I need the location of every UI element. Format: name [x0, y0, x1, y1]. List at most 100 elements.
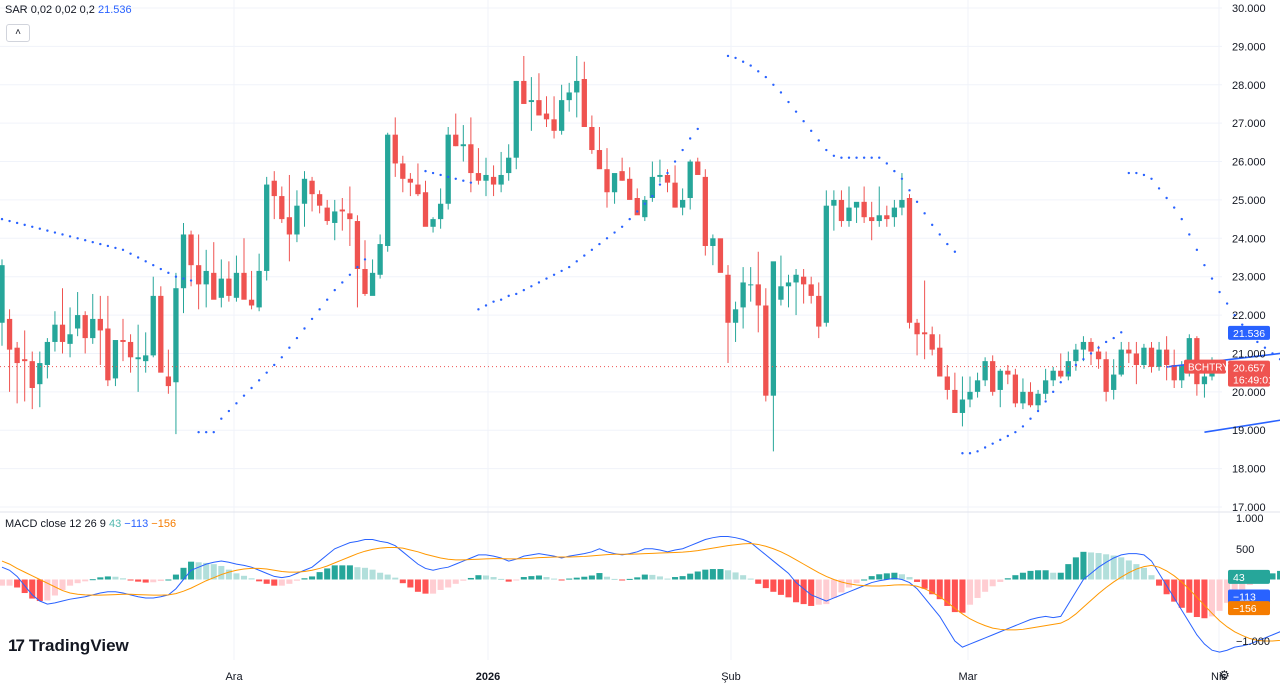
candle-body	[22, 359, 28, 362]
tradingview-logo[interactable]: 17 TradingView	[8, 636, 129, 656]
price-axis[interactable]: 30.000 29.000 28.000 27.000 26.000 25.000 24.0…	[1232, 3, 1266, 514]
candle-body	[90, 318, 96, 339]
candle	[748, 267, 754, 302]
candle	[551, 96, 557, 139]
candle	[233, 255, 240, 302]
sar-dot	[900, 177, 904, 181]
macd-hist-bar	[1118, 557, 1125, 580]
sar-dot	[0, 217, 4, 221]
macd-hist-bar	[316, 572, 323, 580]
candle-body	[952, 389, 958, 413]
candle	[483, 157, 489, 197]
candle-body	[415, 184, 421, 195]
sar-dot	[515, 292, 518, 296]
sar-dot	[325, 298, 329, 301]
candle	[74, 292, 81, 337]
macd-hist-bar	[959, 579, 966, 613]
time-axis[interactable]: Ara 2026 Şub Mar Nis	[225, 671, 1227, 683]
candle	[921, 280, 928, 360]
macd-hist-bar	[301, 578, 308, 580]
candlestick-series	[0, 55, 1215, 452]
sar-dot	[114, 246, 117, 250]
sar-dot	[1074, 363, 1078, 367]
sar-price-badge-text: 21.536	[1233, 328, 1265, 340]
candle-body	[574, 80, 580, 93]
sar-legend[interactable]: SAR 0,02 0,02 0,2 21.536	[5, 4, 132, 16]
macd-hist-bar	[1148, 575, 1155, 580]
candle-body	[528, 100, 535, 103]
sar-dot	[424, 169, 427, 173]
macd-hist-bar	[898, 574, 905, 580]
candle	[619, 157, 625, 181]
time-tick-label: Şub	[721, 671, 741, 683]
sar-dot	[83, 239, 87, 242]
candle-body	[1103, 359, 1109, 392]
sar-dot	[787, 100, 790, 104]
candle	[596, 126, 603, 170]
candle-body	[226, 278, 232, 296]
candle-body	[657, 174, 663, 177]
macd-axis[interactable]: 1.000 500 −1.000	[1236, 513, 1270, 648]
sar-dot	[454, 177, 457, 181]
candle	[158, 286, 164, 373]
candle-body	[778, 286, 784, 300]
candle	[906, 194, 913, 329]
sar-dot	[726, 54, 730, 58]
signal-line	[1, 543, 1280, 642]
candle-body	[483, 174, 489, 181]
macd-hist-bar	[127, 579, 134, 581]
macd-hist-bar	[240, 575, 248, 580]
price-tick-label: 22.000	[1232, 310, 1266, 322]
macd-hist-bar	[74, 579, 81, 584]
sar-dot	[46, 229, 49, 232]
macd-hist-bar	[921, 579, 928, 589]
sar-dot	[295, 336, 299, 340]
sar-dot	[431, 171, 435, 175]
candle-body	[1179, 364, 1185, 381]
candle	[1095, 345, 1102, 369]
sar-dot	[862, 156, 866, 159]
macd-hist-bar	[596, 573, 603, 580]
candle	[816, 282, 822, 339]
sar-dot	[204, 430, 208, 434]
price-tick-label: 19.000	[1232, 425, 1266, 437]
candle-body	[990, 361, 996, 392]
candle	[884, 205, 890, 227]
candle-body	[929, 334, 935, 350]
macd-hist-bar	[1057, 572, 1064, 580]
sar-dot	[734, 56, 737, 60]
macd-hist-bar	[724, 570, 732, 580]
candle-body	[14, 347, 20, 364]
sar-dot	[265, 371, 268, 374]
macd-hist-bar	[914, 579, 921, 582]
macd-hist-bar	[475, 575, 482, 580]
sar-dot	[53, 231, 57, 234]
candle	[52, 311, 58, 352]
candle-body	[377, 244, 383, 275]
settings-icon[interactable]: ⚙	[1219, 668, 1230, 682]
channel-lower-line[interactable]	[1204, 388, 1280, 433]
sar-dot	[197, 430, 200, 434]
signal-badge-text: −156	[1233, 603, 1257, 615]
candle-body	[112, 340, 119, 379]
macd-legend[interactable]: MACD close 12 26 9 43 −113 −156	[5, 518, 176, 530]
candle	[453, 113, 459, 147]
macd-hist-bar	[67, 579, 74, 586]
candle-body	[725, 274, 731, 323]
candle	[354, 215, 361, 308]
collapse-indicators-button[interactable]: ˄	[6, 24, 30, 42]
candle-body	[180, 234, 187, 289]
candle-body	[793, 274, 799, 283]
macd-hist-bar	[1042, 570, 1049, 580]
macd-hist-bar	[97, 577, 104, 580]
candle-body	[770, 261, 777, 396]
sar-dot	[1006, 434, 1010, 438]
candle	[778, 255, 784, 306]
candle-body	[407, 178, 414, 183]
candle	[929, 326, 935, 356]
candle-body	[150, 295, 156, 356]
candle-body	[460, 144, 466, 147]
candle-body	[1020, 391, 1026, 404]
candle-body	[279, 196, 285, 220]
